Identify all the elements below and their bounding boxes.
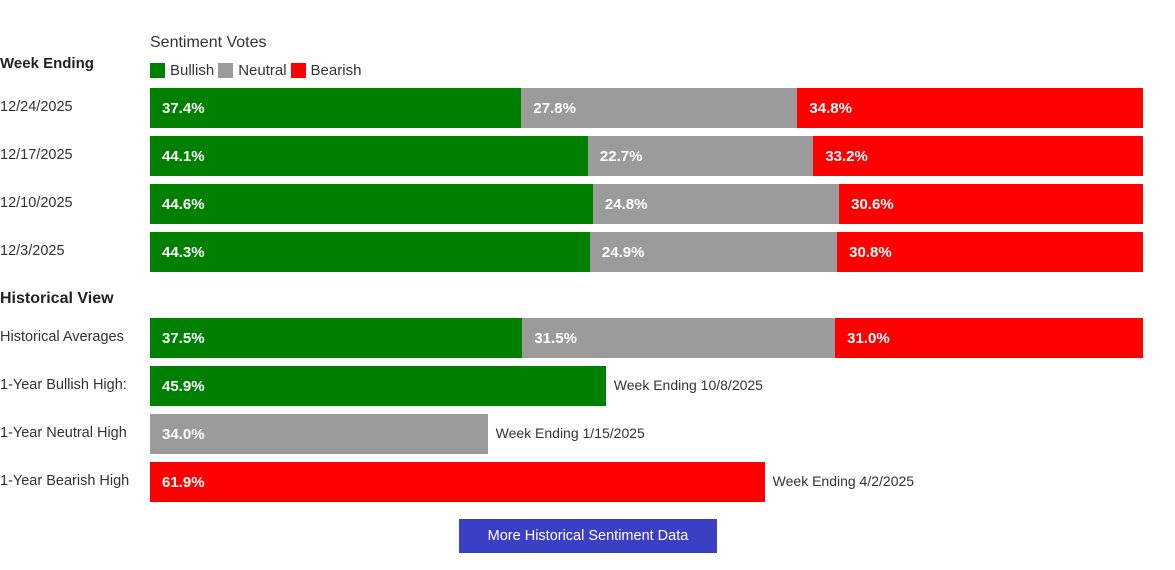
legend-label-neutral: Neutral: [238, 62, 287, 79]
bearish-segment: 30.6%: [839, 184, 1143, 224]
neutral-segment: 24.9%: [589, 232, 838, 272]
legend-item-bearish: Bearish: [290, 62, 362, 79]
neutral-segment: 24.8%: [592, 184, 840, 224]
historical-view-heading: Historical View: [0, 290, 114, 307]
bullish-segment: 44.6%: [150, 184, 593, 224]
week-label: 12/3/2025: [0, 243, 65, 259]
bullish-segment: 44.1%: [150, 136, 588, 176]
week-bar: 44.3% 24.9% 30.8%: [150, 232, 1143, 272]
bearish-high-label: 1-Year Bearish High: [0, 473, 130, 489]
bearish-segment: 31.0%: [835, 318, 1143, 358]
week-label: 12/24/2025: [0, 99, 73, 115]
legend: Bullish Neutral Bearish: [150, 62, 365, 79]
legend-swatch-neutral: [218, 63, 234, 78]
bearish-high-bar: 61.9%: [150, 462, 765, 502]
neutral-segment: 31.5%: [522, 318, 836, 358]
legend-item-bullish: Bullish: [150, 62, 214, 79]
legend-item-neutral: Neutral: [218, 62, 287, 79]
week-bar: 44.1% 22.7% 33.2%: [150, 136, 1143, 176]
neutral-segment: 27.8%: [521, 88, 798, 128]
week-bar: 44.6% 24.8% 30.6%: [150, 184, 1143, 224]
neutral-high-note: Week Ending 1/15/2025: [495, 425, 645, 441]
historical-averages-label: Historical Averages: [0, 329, 124, 345]
week-bar: 37.4% 27.8% 34.8%: [150, 88, 1143, 128]
legend-label-bullish: Bullish: [170, 62, 215, 79]
bullish-high-label: 1-Year Bullish High:: [0, 377, 127, 393]
bearish-segment: 30.8%: [837, 232, 1143, 272]
bearish-high-note: Week Ending 4/2/2025: [772, 473, 915, 489]
neutral-high-bar: 34.0%: [150, 414, 488, 454]
legend-swatch-bullish: [150, 63, 165, 78]
more-historical-data-button[interactable]: More Historical Sentiment Data: [459, 519, 717, 553]
legend-label-bearish: Bearish: [310, 62, 362, 79]
week-label: 12/17/2025: [0, 147, 73, 163]
bullish-high-bar: 45.9%: [150, 366, 606, 406]
bullish-segment: 44.3%: [150, 232, 590, 272]
neutral-segment: 22.7%: [587, 136, 814, 176]
bullish-segment: 37.4%: [150, 88, 522, 128]
legend-swatch-bearish: [290, 63, 306, 78]
bullish-high-note: Week Ending 10/8/2025: [613, 377, 763, 393]
week-ending-heading: Week Ending: [0, 55, 94, 72]
bearish-segment: 34.8%: [797, 88, 1143, 128]
chart-title: Sentiment Votes: [150, 34, 267, 51]
historical-averages-bar: 37.5% 31.5% 31.0%: [150, 318, 1143, 358]
week-label: 12/10/2025: [0, 195, 73, 211]
neutral-high-label: 1-Year Neutral High: [0, 425, 127, 441]
bullish-segment: 37.5%: [150, 318, 523, 358]
bearish-segment: 33.2%: [813, 136, 1143, 176]
